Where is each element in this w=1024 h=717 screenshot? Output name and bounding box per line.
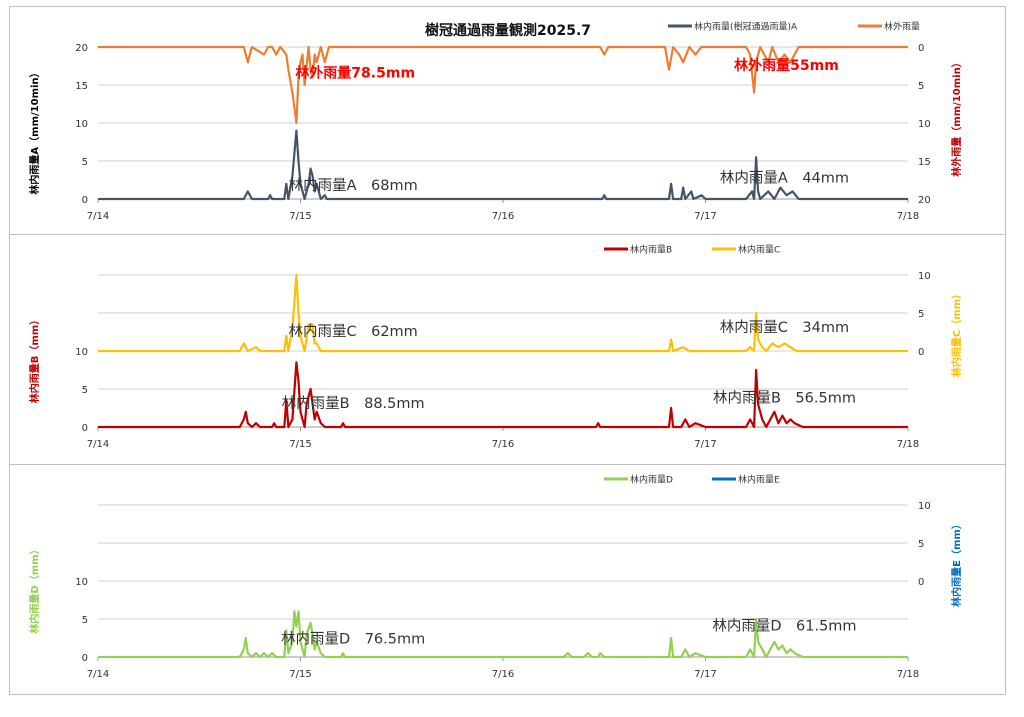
- x-tick-label: 7/18: [897, 669, 919, 680]
- annotation-label: 林内雨量D 76.5mm: [281, 630, 425, 647]
- legend-label: 林外雨量: [884, 21, 920, 33]
- chart-title: 樹冠通過雨量観測2025.7: [425, 22, 591, 39]
- chart-panel-3: 0 5 10 0 5 10 7/14 7/15 7/16 7/17 7/18 林内雨量D（mm） 林内雨…: [9, 464, 1006, 695]
- x-tick-label: 7/15: [289, 669, 311, 680]
- x-tick-label: 7/14: [87, 439, 109, 450]
- x-tick-label: 7/14: [87, 211, 109, 222]
- x-tick-label: 7/16: [492, 211, 514, 222]
- y-right-tick-label: 10: [918, 501, 931, 512]
- y-right-tick-label: 5: [918, 539, 924, 550]
- annotation-label: 林内雨量A 44mm: [720, 169, 849, 186]
- y-right-tick-label: 15: [918, 157, 931, 168]
- series-line-1: [98, 361, 908, 429]
- y-left-tick-label: 10: [75, 577, 88, 588]
- annotation-label: 林内雨量B 56.5mm: [713, 390, 856, 407]
- x-tick-label: 7/16: [492, 439, 514, 450]
- y-right-tick-label: 20: [918, 195, 931, 206]
- x-tick-label: 7/18: [897, 211, 919, 222]
- chart-panel-1: 0 5 10 15 20 0 5 10 15 20 7/14 7/15 7/16 7/17 7/18 林内雨量…: [9, 6, 1006, 235]
- y-left-tick-label: 5: [82, 385, 88, 396]
- annotation-label: 林外雨量55mm: [734, 57, 839, 74]
- y-right-tick-label: 5: [918, 309, 924, 320]
- y-left-tick-label: 5: [82, 157, 88, 168]
- y-left-tick-label: 10: [75, 347, 88, 358]
- x-tick-label: 7/14: [87, 669, 109, 680]
- y-left-tick-label: 0: [82, 423, 88, 434]
- series-line-1: [98, 129, 908, 201]
- annotation-label: 林内雨量A 68mm: [289, 177, 418, 194]
- x-tick-label: 7/17: [694, 669, 716, 680]
- y-left-tick-label: 0: [82, 195, 88, 206]
- y-right-axis-label: 林内雨量E（mm）: [950, 519, 963, 607]
- y-left-tick-label: 0: [82, 653, 88, 664]
- y-right-tick-label: 0: [918, 577, 924, 588]
- y-left-axis-label: 林内雨量B（mm）: [28, 315, 41, 403]
- x-tick-label: 7/17: [694, 211, 716, 222]
- x-tick-label: 7/17: [694, 439, 716, 450]
- annotation-label: 林内雨量C 34mm: [720, 319, 849, 336]
- series-line-2: [98, 45, 908, 125]
- panel-frame: [9, 464, 1006, 695]
- annotation-label: 林外雨量78.5mm: [295, 64, 415, 81]
- y-right-axis-label: 林内雨量C（mm）: [950, 289, 963, 377]
- y-right-tick-label: 5: [918, 81, 924, 92]
- panel-frame: [9, 6, 1006, 235]
- y-right-tick-label: 0: [918, 347, 924, 358]
- annotation-label: 林内雨量B 88.5mm: [282, 395, 425, 412]
- legend-label: 林内雨量C: [738, 244, 780, 256]
- legend-label: 林内雨量D: [630, 474, 673, 486]
- y-left-tick-label: 5: [82, 615, 88, 626]
- legend-label: 林内雨量E: [738, 474, 780, 486]
- y-right-tick-label: 10: [918, 271, 931, 282]
- y-left-tick-label: 20: [75, 43, 88, 54]
- y-right-axis-label: 林外雨量（mm/10min）: [950, 57, 963, 176]
- y-right-tick-label: 0: [918, 43, 924, 54]
- series-line-2: [98, 273, 908, 353]
- x-tick-label: 7/15: [289, 439, 311, 450]
- panel-frame: [9, 234, 1006, 465]
- y-left-axis-label: 林内雨量D（mm）: [28, 544, 41, 633]
- y-right-tick-label: 10: [918, 119, 931, 130]
- y-left-tick-label: 10: [75, 119, 88, 130]
- x-tick-label: 7/15: [289, 211, 311, 222]
- x-tick-label: 7/16: [492, 669, 514, 680]
- legend-label: 林内雨量(樹冠通過雨量)A: [694, 21, 798, 33]
- y-left-tick-label: 15: [75, 81, 88, 92]
- legend-label: 林内雨量B: [630, 244, 672, 256]
- x-tick-label: 7/18: [897, 439, 919, 450]
- annotation-label: 林内雨量D 61.5mm: [712, 617, 856, 634]
- series-line-1: [98, 610, 908, 659]
- annotation-label: 林内雨量C 62mm: [288, 323, 417, 340]
- chart-panel-2: 0 5 10 0 5 10 7/14 7/15 7/16 7/17 7/18 林内雨量B（mm） 林内雨…: [9, 234, 1006, 465]
- y-left-axis-label: 林内雨量A（mm/10min）: [28, 67, 41, 194]
